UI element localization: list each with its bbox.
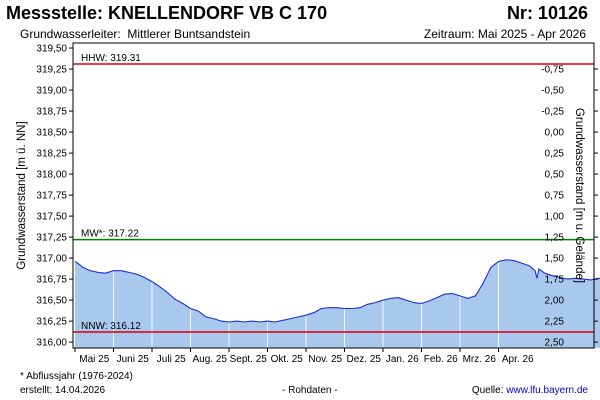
y2-tick-label: 1,25 (545, 233, 565, 244)
x-tick-label: Mrz. 26 (463, 354, 497, 365)
y-tick-label: 317,50 (36, 212, 67, 223)
y-tick-label: 317,00 (36, 254, 67, 265)
y-tick-label: 316,75 (36, 275, 67, 286)
x-tick-label: Dez. 25 (347, 354, 382, 365)
source-link[interactable]: www.lfu.bayern.de (506, 385, 588, 396)
y-tick-label: 316,25 (36, 317, 67, 328)
x-tick-label: Aug. 25 (193, 354, 228, 365)
chart-title: Messstelle: KNELLENDORF VB C 170 (6, 3, 328, 23)
y-tick-label: 316,50 (36, 296, 67, 307)
reference-label: HHW: 319.31 (81, 53, 141, 64)
y-tick-label: 317,25 (36, 233, 67, 244)
x-tick-label: Juli 25 (157, 354, 186, 365)
y-tick-label: 319,50 (36, 44, 67, 55)
series-line (74, 259, 600, 323)
created-date: erstellt: 14.04.2026 (20, 385, 106, 396)
x-tick-label: Okt. 25 (271, 354, 304, 365)
y2-tick-label: 0,25 (545, 149, 565, 160)
x-tick-label: Sept. 25 (230, 354, 268, 365)
y2-tick-label: -0,50 (541, 86, 564, 97)
y2-tick-label: 1,00 (545, 212, 565, 223)
y-tick-label: 316,00 (36, 338, 67, 349)
x-tick-label: Juni 25 (117, 354, 150, 365)
y-tick-label: 319,25 (36, 65, 67, 76)
y-tick-label: 318,75 (36, 107, 67, 118)
reference-label: MW*: 317.22 (81, 229, 139, 240)
x-tick-label: Nov. 25 (308, 354, 342, 365)
footnote: * Abflussjahr (1976-2024) (20, 371, 133, 382)
y2-tick-label: 0,00 (545, 128, 565, 139)
y2-tick-label: -0,75 (541, 65, 564, 76)
y2-tick-label: -0,25 (541, 107, 564, 118)
y2-tick-label: 2,25 (545, 317, 565, 328)
y-tick-label: 319,00 (36, 86, 67, 97)
y-axis-label: Grundwasserstand [m ü. NN] (16, 121, 28, 269)
y-tick-label: 318,50 (36, 128, 67, 139)
source-label: Quelle: (471, 385, 504, 396)
series-area (75, 259, 600, 348)
y-tick-label: 318,25 (36, 149, 67, 160)
x-tick-label: Jan. 26 (386, 354, 419, 365)
y2-tick-label: 1,75 (545, 275, 565, 286)
y2-tick-label: 1,50 (545, 254, 565, 265)
aquifer-label: Grundwasserleiter: (20, 27, 121, 41)
y2-tick-label: 2,50 (545, 338, 565, 349)
raw-data-note: - Rohdaten - (282, 385, 338, 396)
aquifer-value: Mittlerer Buntsandstein (127, 27, 251, 41)
station-number: Nr: 10126 (506, 3, 588, 23)
y2-tick-label: 2,00 (545, 296, 565, 307)
y-tick-label: 317,75 (36, 191, 67, 202)
x-tick-label: Mai 25 (79, 354, 109, 365)
source-line: Quelle: www.lfu.bayern.de (472, 385, 588, 396)
y2-axis-label: Grundwasserstand [m u. Gelände] (573, 108, 585, 283)
x-tick-label: Feb. 26 (424, 354, 458, 365)
y-tick-label: 318,00 (36, 170, 67, 181)
period-label: Zeitraum: Mai 2025 - Apr 2026 (423, 27, 586, 41)
y2-tick-label: 0,50 (545, 170, 565, 181)
x-tick-label: Apr. 26 (502, 354, 534, 365)
reference-label: NNW: 316.12 (81, 321, 141, 332)
aquifer-line: Grundwasserleiter: Mittlerer Buntsandste… (20, 27, 250, 41)
y2-tick-label: 0,75 (545, 191, 565, 202)
